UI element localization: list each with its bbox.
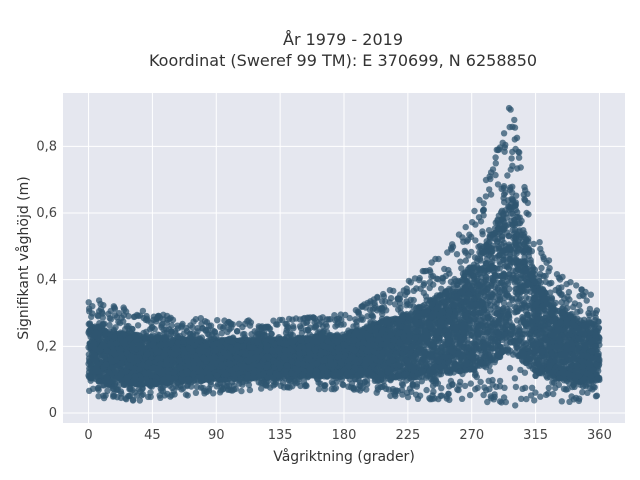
data-point [462,257,469,264]
data-point [139,307,147,315]
data-point [462,223,469,231]
data-point [423,297,430,304]
data-point [331,312,338,319]
data-point [521,369,529,376]
data-point [106,322,113,329]
data-point [378,298,386,305]
data-point [491,254,499,261]
data-point [95,393,102,400]
data-point [245,317,252,324]
data-point [325,316,332,323]
chart-title-line2: Koordinat (Sweref 99 TM): E 370699, N 62… [149,51,537,70]
data-point [471,207,478,215]
data-point [116,319,124,327]
data-point [491,309,498,316]
data-point [235,320,243,327]
data-point [579,389,586,396]
data-point [333,378,340,386]
data-point [467,380,474,387]
data-point [512,383,520,391]
data-point [466,391,474,399]
data-point [404,393,412,401]
data-point [515,154,523,161]
data-point [553,271,561,278]
data-point [507,184,514,191]
data-point [398,380,406,388]
data-point [218,330,225,337]
data-point [524,311,531,318]
data-point [528,248,535,255]
data-point [458,395,466,402]
data-point [544,390,552,397]
data-point [484,398,491,406]
data-point [224,328,231,336]
data-point [525,211,532,218]
data-point [504,172,511,179]
data-point [207,322,215,329]
chart-title-line1: År 1979 - 2019 [283,30,403,49]
data-point [421,280,428,287]
data-point [492,154,499,161]
data-point [300,320,307,327]
data-point [474,384,481,391]
data-point [531,397,538,404]
data-point [214,317,221,324]
data-point [423,386,430,394]
data-point [276,316,283,324]
data-point [546,280,553,287]
data-point [556,276,564,283]
data-point [511,375,519,382]
data-point [583,297,590,304]
data-point [127,392,134,399]
data-point [486,186,493,193]
data-point [180,330,188,337]
data-point [85,299,92,306]
data-point [528,384,536,391]
data-point [544,374,551,381]
data-point [122,395,129,402]
data-point [472,237,479,244]
data-point [399,391,406,398]
data-point [558,398,565,405]
data-point [537,279,544,286]
data-point [546,264,553,272]
data-point [386,287,394,294]
data-point [479,228,486,235]
data-point [512,402,519,409]
scatter-points [85,104,603,409]
data-point [380,293,388,300]
data-point [192,389,200,396]
data-point [458,265,465,272]
data-point [189,324,196,331]
data-point [339,381,346,388]
data-point [258,385,265,392]
data-point [520,227,527,234]
data-point [496,377,504,385]
data-point [521,183,528,191]
data-point [586,305,594,313]
